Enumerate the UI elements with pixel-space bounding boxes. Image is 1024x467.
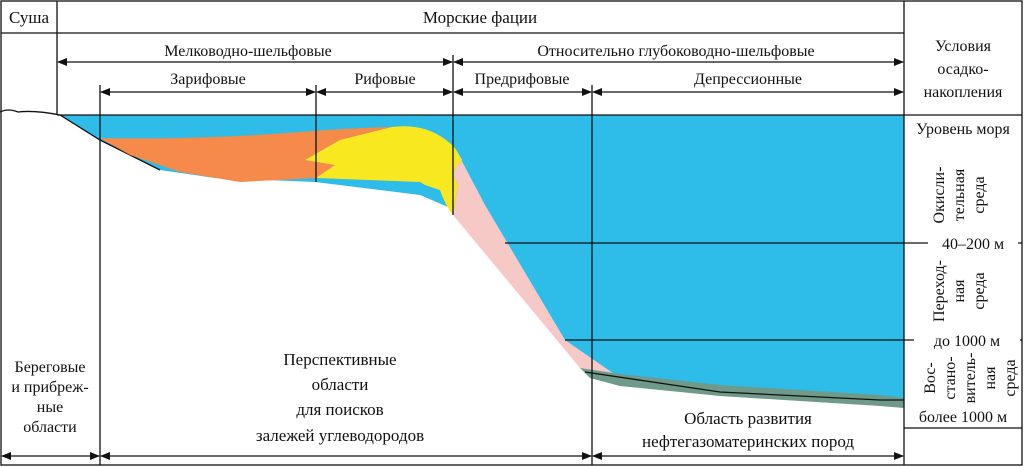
prereef-zone-label: Зарифовые	[170, 71, 245, 88]
coastal-line-1: Береговые	[15, 359, 86, 376]
land-label: Суша	[9, 8, 50, 27]
prospective-line-4: залежей углеводородов	[256, 426, 424, 445]
conditions-line-3: накопления	[924, 84, 1003, 101]
sea-level-label: Уровень моря	[916, 121, 1010, 138]
source-rocks-line-1: Область развития	[684, 409, 812, 428]
reducing-line-5: среда	[1002, 359, 1019, 396]
basin-floor-line	[584, 371, 904, 401]
source-rocks-line-2: нефтегазоматеринских пород	[642, 432, 854, 451]
reducing-line-1: Вос-	[922, 362, 939, 394]
source-rock-deposits	[580, 368, 904, 408]
coastal-line-4: области	[23, 419, 77, 436]
transitional-line-3: среда	[971, 272, 988, 309]
marine-facies-label: Морские фации	[423, 8, 537, 27]
conditions-line-2: осадко-	[937, 61, 988, 78]
reef-label: Рифовые	[354, 71, 415, 88]
depth-label-1000: до 1000 м	[934, 333, 1000, 350]
forereef-label: Предрифовые	[475, 71, 570, 88]
land-surface-line	[0, 109, 161, 171]
depression-label: Депрессионные	[694, 71, 802, 88]
reducing-line-4: ная	[982, 366, 999, 390]
depth-label-deep: более 1000 м	[919, 409, 1007, 426]
oxidizing-line-2: тельная	[951, 168, 968, 221]
prospective-line-2: области	[312, 375, 369, 394]
prereef-deposits	[100, 127, 392, 182]
reducing-line-3: витель-	[962, 353, 979, 404]
sea-water	[60, 115, 904, 400]
depth-label-200: 40–200 м	[942, 236, 1004, 253]
transitional-line-1: Переход-	[931, 260, 948, 322]
oxidizing-line-3: среда	[971, 176, 988, 213]
prospective-line-3: для поисков	[296, 400, 383, 419]
reef-body	[305, 126, 462, 215]
oxidizing-line-1: Окисли-	[931, 167, 948, 224]
conditions-line-1: Условия	[935, 38, 992, 55]
reducing-line-2: стано-	[942, 356, 959, 399]
coastal-line-2: и прибреж-	[11, 379, 88, 396]
prospective-line-1: Перспективные	[283, 350, 396, 369]
coastal-line-3: ные	[37, 399, 63, 416]
shallow-shelf-label: Мелководно-шельфовые	[164, 43, 332, 60]
deep-shelf-label: Относительно глубоководно-шельфовые	[537, 43, 814, 60]
transitional-line-2: ная	[951, 279, 968, 303]
